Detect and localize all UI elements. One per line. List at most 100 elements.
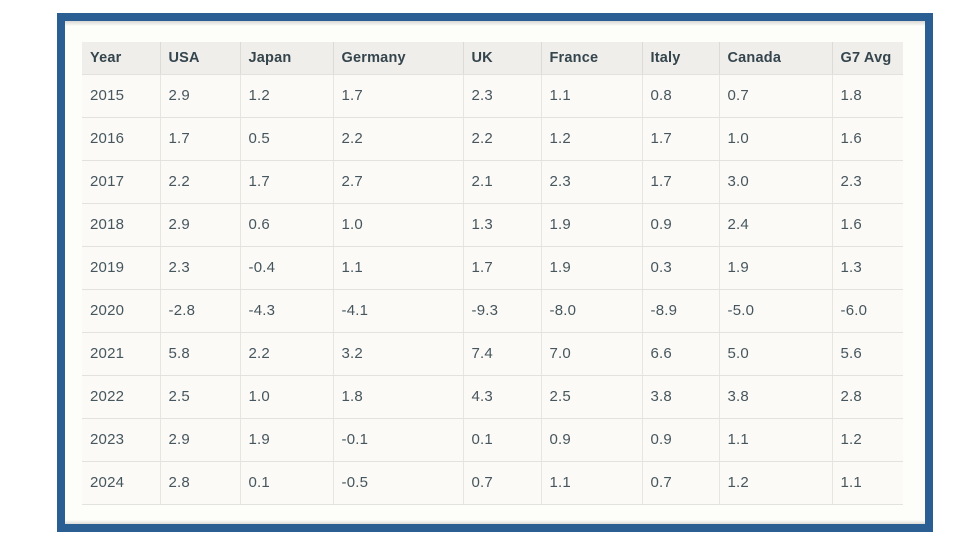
value-cell: 7.0 (541, 332, 643, 376)
column-header-canada: Canada (719, 42, 833, 75)
value-cell: 1.8 (832, 74, 903, 118)
value-cell: 2.4 (719, 203, 833, 247)
frame-bottom-shadow (65, 520, 925, 524)
value-cell: 1.7 (333, 74, 464, 118)
year-cell: 2019 (82, 246, 161, 290)
slide-frame: Year USA Japan Germany UK France Italy C… (57, 13, 933, 532)
column-header-uk: UK (463, 42, 542, 75)
header-row: Year USA Japan Germany UK France Italy C… (82, 42, 903, 75)
value-cell: 1.9 (240, 418, 334, 462)
value-cell: 4.3 (463, 375, 542, 419)
value-cell: 2.9 (160, 418, 241, 462)
value-cell: 2.3 (463, 74, 542, 118)
column-header-usa: USA (160, 42, 241, 75)
value-cell: 2.8 (832, 375, 903, 419)
value-cell: -0.5 (333, 461, 464, 505)
table-row-2017: 2017 2.2 1.7 2.7 2.1 2.3 1.7 3.0 2.3 (82, 160, 903, 204)
value-cell: -8.0 (541, 289, 643, 333)
column-header-year: Year (82, 42, 161, 75)
value-cell: 1.1 (333, 246, 464, 290)
column-header-italy: Italy (642, 42, 720, 75)
year-cell: 2021 (82, 332, 161, 376)
value-cell: 1.0 (719, 117, 833, 161)
value-cell: 5.6 (832, 332, 903, 376)
value-cell: 1.1 (719, 418, 833, 462)
table-row-2023: 2023 2.9 1.9 -0.1 0.1 0.9 0.9 1.1 1.2 (82, 418, 903, 462)
value-cell: 1.6 (832, 117, 903, 161)
value-cell: -4.1 (333, 289, 464, 333)
value-cell: 0.9 (642, 203, 720, 247)
value-cell: 1.2 (541, 117, 643, 161)
year-cell: 2024 (82, 461, 161, 505)
frame-top-shadow (65, 21, 925, 26)
value-cell: 1.7 (463, 246, 542, 290)
value-cell: 2.2 (240, 332, 334, 376)
year-cell: 2016 (82, 117, 161, 161)
table-row-2018: 2018 2.9 0.6 1.0 1.3 1.9 0.9 2.4 1.6 (82, 203, 903, 247)
column-header-g7avg: G7 Avg (832, 42, 903, 75)
year-cell: 2017 (82, 160, 161, 204)
value-cell: 0.7 (463, 461, 542, 505)
year-cell: 2015 (82, 74, 161, 118)
value-cell: 2.2 (160, 160, 241, 204)
value-cell: 0.8 (642, 74, 720, 118)
value-cell: 2.1 (463, 160, 542, 204)
value-cell: 1.0 (240, 375, 334, 419)
value-cell: 2.3 (160, 246, 241, 290)
value-cell: 0.1 (240, 461, 334, 505)
value-cell: 1.7 (160, 117, 241, 161)
gdp-growth-table: Year USA Japan Germany UK France Italy C… (82, 42, 903, 505)
table-row-2016: 2016 1.7 0.5 2.2 2.2 1.2 1.7 1.0 1.6 (82, 117, 903, 161)
value-cell: -8.9 (642, 289, 720, 333)
value-cell: 1.7 (642, 160, 720, 204)
value-cell: 0.7 (642, 461, 720, 505)
value-cell: 1.9 (541, 246, 643, 290)
year-cell: 2018 (82, 203, 161, 247)
value-cell: 3.0 (719, 160, 833, 204)
value-cell: 1.1 (832, 461, 903, 505)
value-cell: 2.9 (160, 74, 241, 118)
table-row-2020: 2020 -2.8 -4.3 -4.1 -9.3 -8.0 -8.9 -5.0 … (82, 289, 903, 333)
value-cell: -0.1 (333, 418, 464, 462)
value-cell: -5.0 (719, 289, 833, 333)
table-body: 2015 2.9 1.2 1.7 2.3 1.1 0.8 0.7 1.8 201… (82, 74, 903, 505)
value-cell: 0.3 (642, 246, 720, 290)
value-cell: 1.3 (463, 203, 542, 247)
value-cell: 0.1 (463, 418, 542, 462)
value-cell: 1.7 (642, 117, 720, 161)
value-cell: 1.7 (240, 160, 334, 204)
table-row-2022: 2022 2.5 1.0 1.8 4.3 2.5 3.8 3.8 2.8 (82, 375, 903, 419)
year-cell: 2020 (82, 289, 161, 333)
value-cell: 3.2 (333, 332, 464, 376)
value-cell: 2.2 (463, 117, 542, 161)
value-cell: -0.4 (240, 246, 334, 290)
table-row-2024: 2024 2.8 0.1 -0.5 0.7 1.1 0.7 1.2 1.1 (82, 461, 903, 505)
column-header-germany: Germany (333, 42, 464, 75)
table-row-2019: 2019 2.3 -0.4 1.1 1.7 1.9 0.3 1.9 1.3 (82, 246, 903, 290)
table-row-2021: 2021 5.8 2.2 3.2 7.4 7.0 6.6 5.0 5.6 (82, 332, 903, 376)
value-cell: 1.2 (832, 418, 903, 462)
value-cell: 5.0 (719, 332, 833, 376)
value-cell: 2.5 (541, 375, 643, 419)
value-cell: 2.2 (333, 117, 464, 161)
value-cell: 3.8 (642, 375, 720, 419)
value-cell: 0.6 (240, 203, 334, 247)
value-cell: 0.7 (719, 74, 833, 118)
table-row-2015: 2015 2.9 1.2 1.7 2.3 1.1 0.8 0.7 1.8 (82, 74, 903, 118)
value-cell: 1.8 (333, 375, 464, 419)
value-cell: 0.5 (240, 117, 334, 161)
value-cell: 0.9 (541, 418, 643, 462)
value-cell: 1.2 (240, 74, 334, 118)
value-cell: 2.3 (541, 160, 643, 204)
value-cell: 3.8 (719, 375, 833, 419)
column-header-japan: Japan (240, 42, 334, 75)
value-cell: 1.6 (832, 203, 903, 247)
value-cell: 0.9 (642, 418, 720, 462)
column-header-france: France (541, 42, 643, 75)
value-cell: 1.3 (832, 246, 903, 290)
value-cell: 1.1 (541, 74, 643, 118)
value-cell: 2.7 (333, 160, 464, 204)
value-cell: 2.9 (160, 203, 241, 247)
value-cell: 1.9 (541, 203, 643, 247)
value-cell: 6.6 (642, 332, 720, 376)
